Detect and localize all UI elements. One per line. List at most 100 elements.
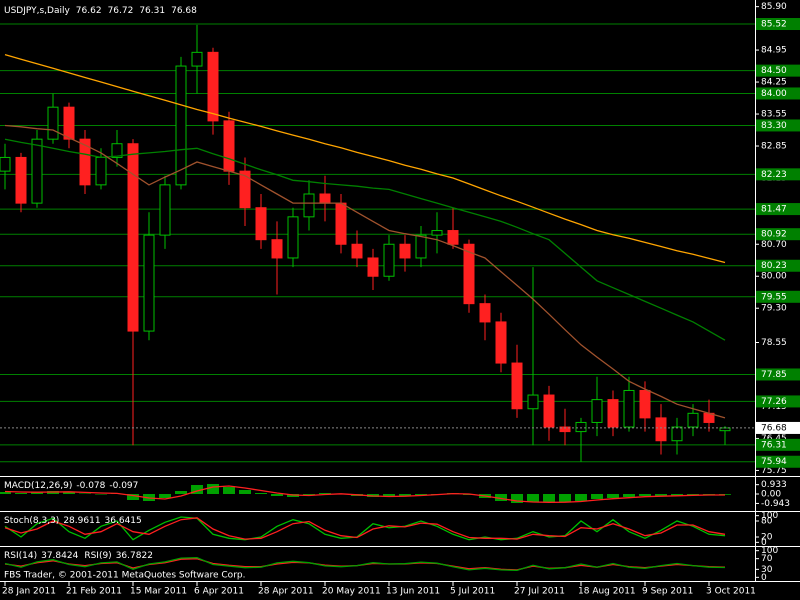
indicator-title: Stoch(8,3,3) 28.9611 36.6415 xyxy=(4,516,142,526)
level-label-box xyxy=(756,64,800,77)
title-part: 76.62 xyxy=(76,6,102,16)
candle-body xyxy=(511,362,523,410)
level-label-box xyxy=(756,259,800,272)
x-tick-label: 9 Sep 2011 xyxy=(642,587,693,597)
indicator-line xyxy=(4,556,726,572)
macd-bar xyxy=(175,491,187,494)
title-part: -0.097 xyxy=(109,481,138,491)
x-tick-label: 20 May 2011 xyxy=(322,587,381,597)
macd-bar xyxy=(575,494,587,501)
copyright: FBS Trader, © 2001-2011 MetaQuotes Softw… xyxy=(4,571,245,581)
bid-label-box xyxy=(756,421,800,434)
x-tick-label: 3 Oct 2011 xyxy=(706,587,756,597)
candle-body xyxy=(495,321,507,364)
macd-bar xyxy=(239,490,251,494)
candle-body xyxy=(639,389,651,419)
level-label: 79.55 xyxy=(761,292,787,302)
macd-bar xyxy=(383,494,395,497)
level-label: 77.26 xyxy=(761,397,787,407)
macd-bar xyxy=(207,484,219,494)
macd-bar xyxy=(15,493,27,494)
candle-body xyxy=(383,243,395,277)
candle-body xyxy=(255,207,267,241)
y-tick-label: 84.95 xyxy=(761,46,787,56)
y-tick-label: 30 xyxy=(761,565,773,575)
candle-body xyxy=(271,239,283,259)
x-tick-label: 27 Jul 2011 xyxy=(514,587,565,597)
candle-body xyxy=(191,51,203,67)
candle-body xyxy=(527,394,539,410)
candle-body xyxy=(175,65,187,186)
y-tick-label: 70 xyxy=(761,554,773,564)
candle-body xyxy=(111,143,123,158)
title-part: 28.9611 xyxy=(63,516,100,526)
x-tick-label: 28 Apr 2011 xyxy=(258,587,314,597)
candle-body xyxy=(127,143,139,332)
title-part: USDJPY,s,Daily xyxy=(4,6,70,16)
candle-body xyxy=(447,230,459,245)
macd-bar xyxy=(591,494,603,499)
macd-bar xyxy=(223,487,235,494)
macd-bar xyxy=(415,494,427,495)
indicator-title: MACD(12,26,9) -0.078 -0.097 xyxy=(4,481,138,491)
candle-body xyxy=(239,170,251,209)
macd-bar xyxy=(271,494,283,496)
macd-bar xyxy=(63,492,75,494)
level-label-box xyxy=(756,290,800,303)
level-label-box xyxy=(756,228,800,241)
level-label-box xyxy=(756,368,800,381)
macd-bar xyxy=(399,494,411,496)
y-tick-label: 85.90 xyxy=(761,2,787,12)
indicator-title: RSI(14) 37.8424 RSI(9) 36.7822 xyxy=(4,551,153,561)
macd-bar xyxy=(543,494,555,503)
macd-bar xyxy=(623,494,635,497)
y-tick-label: 84.25 xyxy=(761,78,787,88)
y-tick-label: 80.70 xyxy=(761,240,787,250)
title-part: RSI(9) xyxy=(84,551,111,561)
macd-bar xyxy=(303,494,315,495)
candle-body xyxy=(655,417,667,442)
macd-bar xyxy=(511,494,523,503)
macd-bar xyxy=(79,493,91,494)
macd-bar xyxy=(655,494,667,496)
candle-body xyxy=(207,51,219,122)
bid-label: 76.68 xyxy=(761,423,787,433)
macd-bar xyxy=(159,494,171,498)
level-label-box xyxy=(756,168,800,181)
indicator-line xyxy=(4,124,726,419)
x-tick-label: 18 Aug 2011 xyxy=(578,587,636,597)
indicator-line xyxy=(4,517,726,540)
y-tick-label: 83.55 xyxy=(761,110,787,120)
x-tick-label: 5 Jul 2011 xyxy=(450,587,495,597)
level-label-box xyxy=(756,87,800,100)
y-tick-label: 82.85 xyxy=(761,142,787,152)
macd-bar xyxy=(191,485,203,494)
level-label: 77.85 xyxy=(761,370,787,380)
candle-body xyxy=(319,193,331,204)
macd-bar xyxy=(671,494,683,496)
level-label: 76.31 xyxy=(761,440,787,450)
title-part: MACD(12,26,9) xyxy=(4,481,72,491)
level-label: 83.30 xyxy=(761,121,787,131)
y-tick-label: 0.933 xyxy=(761,480,787,490)
plots xyxy=(0,23,755,572)
macd-bar xyxy=(687,494,699,495)
title-part: 36.6415 xyxy=(105,516,142,526)
indicator-line xyxy=(4,138,726,341)
level-label-box xyxy=(756,395,800,408)
candle-body xyxy=(543,394,555,428)
x-tick-label: 6 Apr 2011 xyxy=(194,587,244,597)
macd-bar xyxy=(255,493,267,494)
candle-body xyxy=(399,243,411,259)
candle-body xyxy=(159,184,171,236)
candle-body xyxy=(143,234,155,332)
y-tick-label: 0 xyxy=(761,538,767,548)
macd-bar xyxy=(527,494,539,502)
y-tick-label: 80.00 xyxy=(761,272,787,282)
candle-body xyxy=(47,106,59,140)
level-label: 85.52 xyxy=(761,20,787,30)
level-label-box xyxy=(756,438,800,451)
